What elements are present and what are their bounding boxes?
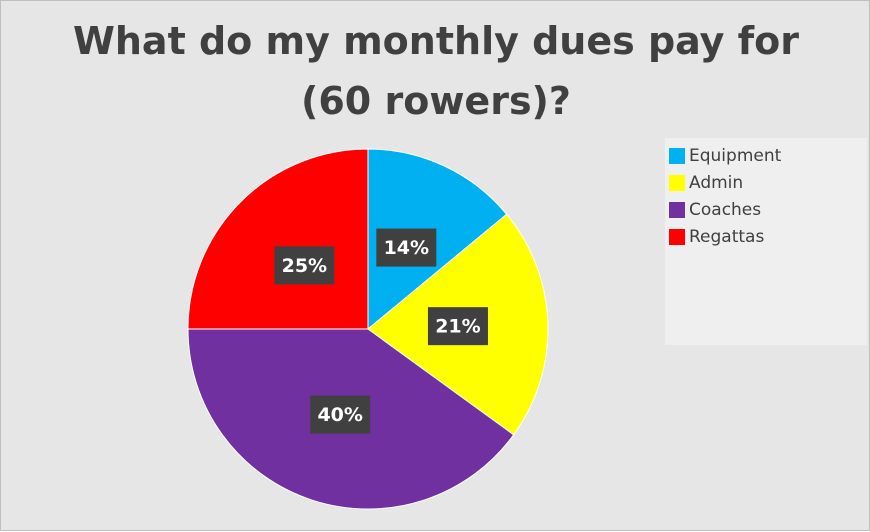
legend-swatch (669, 202, 685, 218)
data-label-box (427, 307, 488, 346)
legend-label: Admin (689, 173, 743, 193)
legend-swatch (669, 175, 685, 191)
chart-title: What do my monthly dues pay for (60 rowe… (72, 19, 800, 123)
pie-slice (367, 148, 508, 331)
data-label-box (376, 228, 437, 267)
legend-box (665, 138, 867, 345)
legend-label: Regattas (689, 227, 764, 247)
legend-label: Coaches (689, 200, 761, 220)
data-label: 14% (384, 237, 429, 259)
legend-swatch (669, 229, 685, 245)
data-label-box (274, 246, 335, 285)
data-label: 40% (317, 404, 362, 426)
pie-slice (187, 148, 369, 330)
data-label: 25% (282, 255, 327, 277)
data-label: 21% (435, 316, 480, 338)
data-label-box (310, 395, 371, 434)
legend-label: Equipment (689, 146, 782, 166)
legend-swatch (669, 148, 685, 164)
